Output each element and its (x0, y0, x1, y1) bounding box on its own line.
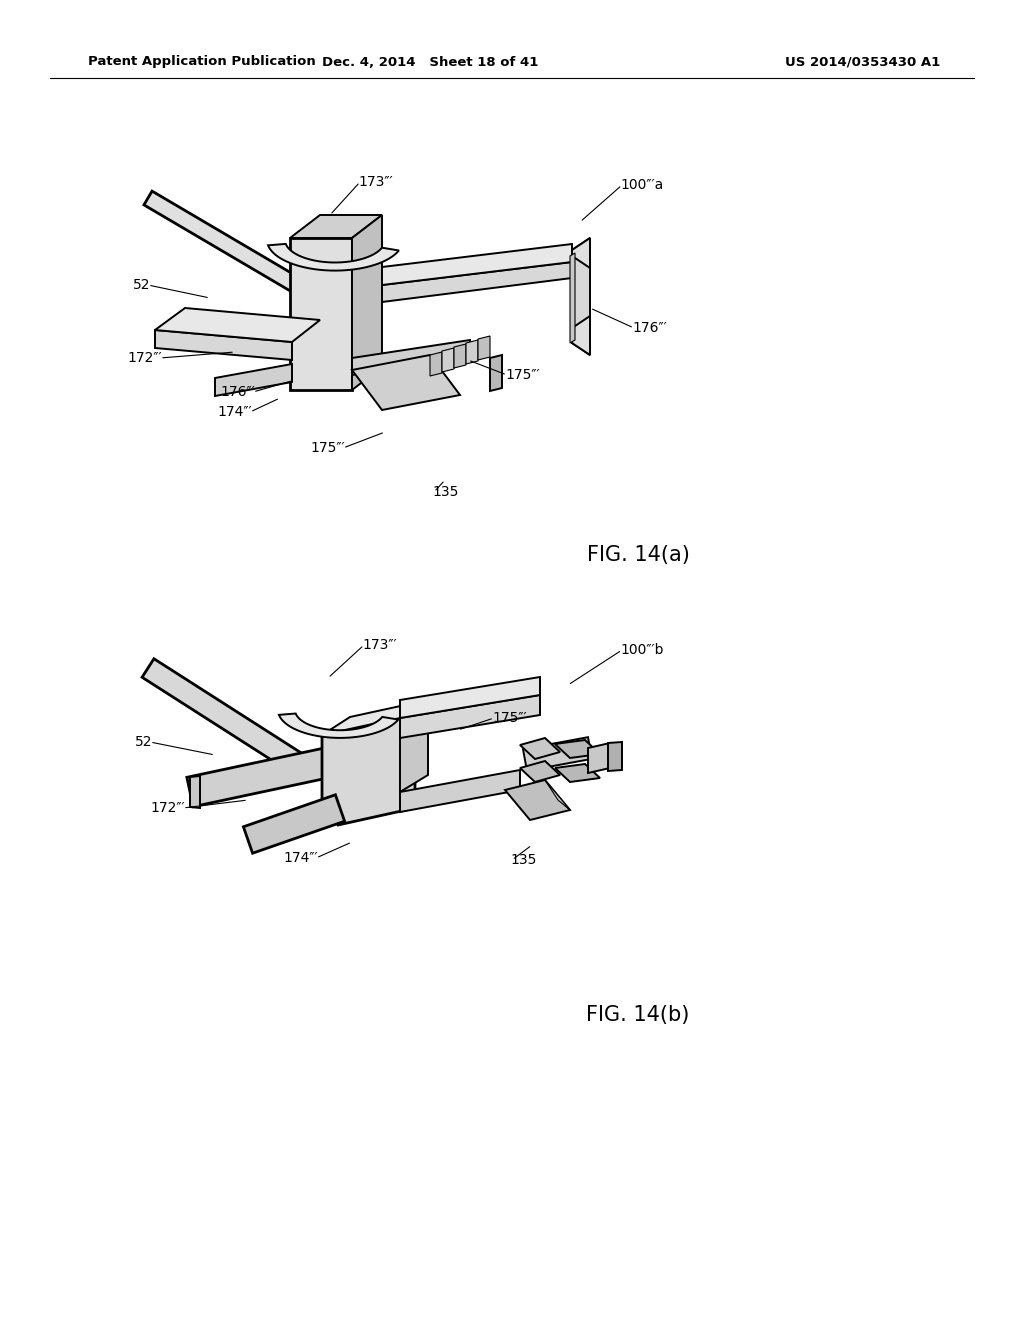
Text: 52: 52 (134, 735, 152, 748)
Polygon shape (400, 696, 540, 738)
Polygon shape (478, 337, 490, 360)
Text: 100″′b: 100″′b (620, 643, 664, 657)
Text: 175″′: 175″′ (505, 368, 540, 381)
Polygon shape (352, 215, 382, 389)
Polygon shape (400, 770, 520, 812)
Polygon shape (279, 714, 398, 738)
Polygon shape (505, 780, 570, 820)
Polygon shape (572, 238, 590, 268)
Text: 52: 52 (132, 279, 150, 292)
Polygon shape (322, 700, 428, 735)
Polygon shape (490, 355, 502, 391)
Polygon shape (322, 718, 415, 825)
Text: US 2014/0353430 A1: US 2014/0353430 A1 (784, 55, 940, 69)
Polygon shape (570, 253, 575, 343)
Text: 176″′: 176″′ (220, 385, 255, 399)
Polygon shape (454, 345, 466, 368)
Polygon shape (520, 762, 560, 781)
Text: Dec. 4, 2014   Sheet 18 of 41: Dec. 4, 2014 Sheet 18 of 41 (322, 55, 539, 69)
Polygon shape (545, 780, 570, 810)
Polygon shape (215, 364, 292, 396)
Text: 135: 135 (432, 484, 459, 499)
Text: 172″′: 172″′ (127, 351, 162, 366)
Polygon shape (400, 700, 428, 792)
Text: 176″′: 176″′ (632, 321, 667, 335)
Text: 172″′: 172″′ (151, 801, 185, 814)
Polygon shape (608, 742, 622, 771)
Polygon shape (400, 677, 540, 718)
Text: 175″′: 175″′ (310, 441, 345, 455)
Polygon shape (155, 330, 292, 360)
Polygon shape (588, 743, 610, 774)
Polygon shape (142, 659, 301, 771)
Polygon shape (352, 341, 470, 375)
Polygon shape (155, 308, 319, 342)
Text: 174″′: 174″′ (217, 405, 252, 418)
Polygon shape (520, 738, 560, 759)
Polygon shape (572, 315, 590, 355)
Polygon shape (382, 244, 572, 285)
Polygon shape (572, 238, 590, 355)
Polygon shape (186, 746, 343, 807)
Polygon shape (290, 238, 352, 389)
Polygon shape (382, 261, 572, 302)
Text: 173″′: 173″′ (362, 638, 396, 652)
Text: Patent Application Publication: Patent Application Publication (88, 55, 315, 69)
Polygon shape (290, 215, 382, 238)
Text: 175″′: 175″′ (492, 711, 526, 725)
Polygon shape (352, 355, 460, 411)
Polygon shape (555, 764, 600, 781)
Text: 174″′: 174″′ (284, 851, 318, 865)
Polygon shape (144, 191, 323, 305)
Text: FIG. 14(b): FIG. 14(b) (587, 1005, 690, 1026)
Text: 173″′: 173″′ (358, 176, 392, 189)
Polygon shape (430, 352, 442, 376)
Polygon shape (555, 741, 600, 758)
Text: 135: 135 (510, 853, 537, 867)
Text: 100″′a: 100″′a (620, 178, 664, 191)
Polygon shape (244, 795, 345, 853)
Polygon shape (466, 341, 478, 364)
Text: FIG. 14(a): FIG. 14(a) (587, 545, 689, 565)
Polygon shape (268, 244, 399, 271)
Polygon shape (523, 737, 592, 771)
Polygon shape (442, 348, 454, 372)
Polygon shape (190, 776, 200, 808)
